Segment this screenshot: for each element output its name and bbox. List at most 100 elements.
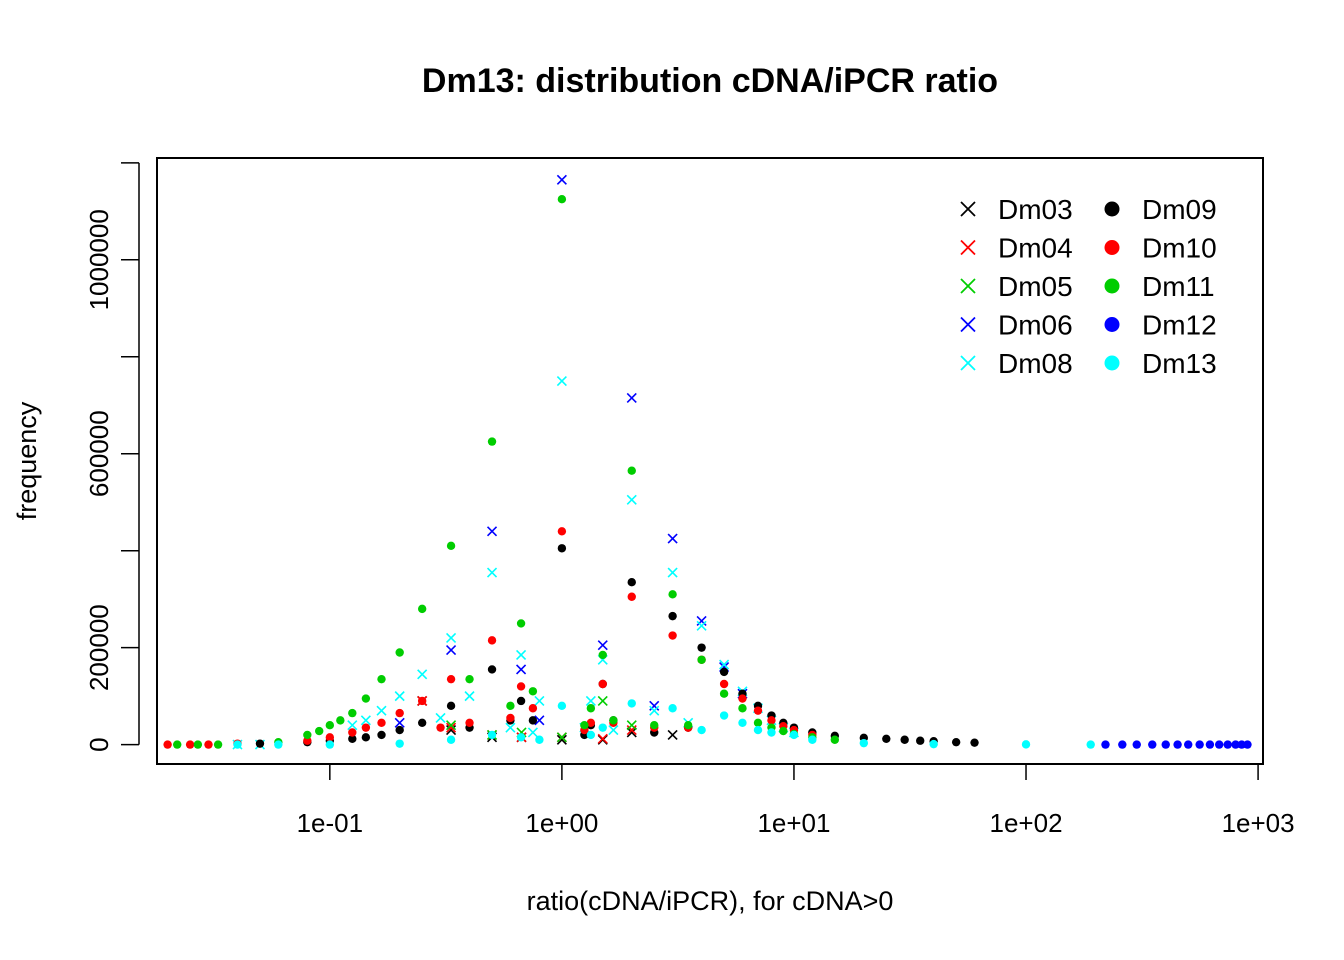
x-tick-label: 1e+00 (525, 808, 598, 838)
data-point (667, 567, 678, 578)
series-dm03 (417, 695, 678, 745)
data-point (580, 721, 589, 730)
data-point (767, 716, 776, 725)
data-point (1223, 740, 1232, 749)
data-point (465, 674, 474, 684)
data-point (1118, 740, 1127, 749)
legend-item-dm08: Dm08 (960, 348, 1073, 379)
series-dm09 (255, 544, 979, 748)
data-point (445, 724, 457, 736)
data-point (557, 544, 567, 553)
data-point (487, 636, 497, 645)
legend-marker (960, 201, 976, 217)
data-point (204, 740, 213, 749)
data-point (627, 578, 636, 587)
data-point (445, 720, 457, 731)
legend-marker (1104, 355, 1120, 371)
legend-label: Dm09 (1142, 194, 1217, 225)
data-point (668, 611, 677, 621)
data-point (609, 716, 618, 725)
x-tick-label: 1e-01 (297, 808, 364, 838)
data-point (534, 715, 545, 726)
data-point (535, 735, 544, 744)
data-point (516, 649, 527, 660)
legend-item-dm10: Dm10 (1104, 233, 1217, 264)
data-point (361, 723, 371, 732)
series-dm06 (394, 174, 748, 728)
y-tick-label: 600000 (84, 410, 114, 497)
data-point (1205, 740, 1215, 749)
data-point (348, 708, 357, 718)
legend-item-dm04: Dm04 (960, 233, 1073, 264)
data-point (738, 704, 747, 713)
data-point (1148, 740, 1157, 749)
data-point (627, 592, 636, 601)
data-point (348, 728, 357, 737)
data-point (859, 738, 869, 748)
data-point (626, 494, 637, 505)
data-point (738, 694, 747, 703)
data-point (465, 718, 474, 727)
data-point (650, 721, 659, 730)
data-point (586, 704, 596, 713)
y-tick-label: 200000 (84, 604, 114, 691)
data-point (808, 735, 817, 744)
data-point (649, 700, 660, 711)
legend: Dm03 Dm04 Dm05 Dm06 Dm08 Dm09 Dm10 Dm11 Dm12 Dm13 (960, 194, 1217, 379)
data-point (1237, 740, 1246, 749)
data-point (585, 695, 596, 707)
data-point (626, 724, 637, 736)
data-point (719, 659, 730, 670)
data-point (627, 699, 636, 708)
data-point (683, 721, 693, 730)
legend-label: Dm10 (1142, 233, 1217, 264)
data-point (487, 730, 497, 740)
data-point (753, 706, 763, 715)
data-point (597, 733, 608, 744)
data-point (597, 695, 608, 707)
data-point (303, 730, 312, 740)
data-point (487, 437, 497, 446)
data-point (486, 567, 498, 578)
legend-label: Dm03 (998, 194, 1073, 225)
data-point (486, 526, 498, 537)
data-point (598, 650, 607, 660)
data-point (668, 631, 677, 640)
data-point (534, 695, 545, 707)
data-point (377, 674, 386, 684)
data-point (929, 739, 938, 749)
legend-item-dm06: Dm06 (960, 310, 1073, 341)
legend-marker (960, 239, 976, 256)
data-point (516, 664, 527, 675)
legend-label: Dm12 (1142, 310, 1217, 341)
data-point (173, 740, 182, 749)
data-point (1243, 740, 1252, 749)
data-point (417, 718, 427, 727)
data-point (789, 730, 799, 740)
data-point (435, 712, 446, 724)
data-point (395, 708, 404, 718)
legend-marker (960, 355, 976, 371)
data-point (767, 728, 776, 737)
data-point (970, 738, 979, 747)
legend-item-dm12: Dm12 (1104, 310, 1217, 341)
data-point (586, 730, 596, 740)
data-point (719, 667, 729, 677)
data-point (303, 736, 312, 745)
legend-marker (1104, 317, 1120, 332)
data-point (361, 694, 371, 703)
data-point (1215, 740, 1224, 749)
y-axis-label: frequency (12, 401, 42, 520)
plot-frame (156, 157, 1264, 765)
data-point (376, 705, 387, 716)
data-point (719, 679, 729, 689)
data-point (361, 733, 371, 742)
legend-item-dm09: Dm09 (1104, 194, 1217, 225)
chart-title: Dm13: distribution cDNA/iPCR ratio (422, 62, 998, 100)
data-point (598, 679, 607, 689)
data-point (649, 705, 660, 716)
data-point (213, 740, 223, 749)
data-point (951, 737, 961, 747)
x-axis-label: ratio(cDNA/iPCR), for cDNA>0 (527, 886, 894, 916)
